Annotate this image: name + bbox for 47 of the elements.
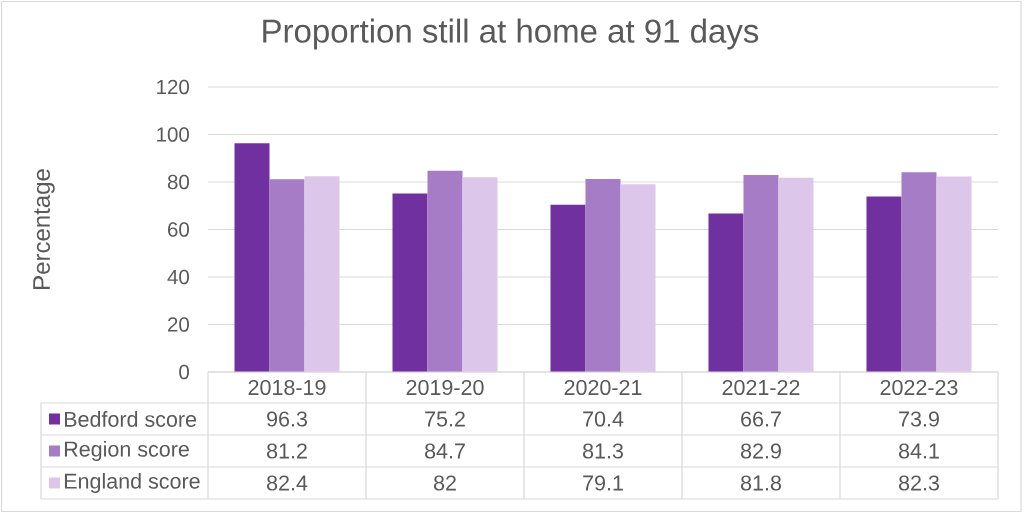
data-label: 81.2 [267, 443, 307, 459]
data-label: 66.7 [741, 411, 781, 427]
y-tick-label: 80 [167, 174, 189, 190]
legend-label: Region score [64, 440, 189, 462]
data-label: 82 [433, 475, 456, 491]
x-tick-label: 2018-19 [248, 379, 326, 396]
bar [866, 196, 902, 372]
x-tick-label: 2022-23 [880, 379, 958, 396]
data-label: 82.3 [899, 475, 939, 491]
y-tick-label: 120 [157, 79, 189, 95]
data-label: 84.1 [899, 443, 939, 459]
data-label: 82.4 [267, 475, 308, 491]
bar [585, 178, 621, 372]
bar [778, 177, 814, 372]
bar [234, 143, 270, 372]
data-label: 75.2 [425, 411, 465, 427]
bar [743, 175, 779, 372]
y-tick-label: 40 [167, 269, 189, 285]
bar [462, 177, 498, 372]
y-axis-title: Percentage [33, 169, 55, 289]
y-tick-label: 60 [168, 222, 189, 237]
y-tick-label: 0 [179, 364, 190, 380]
bar [550, 204, 586, 372]
data-label: 81.8 [741, 475, 781, 491]
bar [901, 172, 937, 372]
data-label: 79.1 [583, 475, 623, 491]
chart-title: Proportion still at home at 91 days [263, 18, 759, 50]
bar [304, 176, 340, 372]
bar [708, 213, 744, 372]
bar [427, 170, 463, 372]
bar [620, 184, 656, 372]
data-label: 84.7 [425, 443, 465, 459]
legend-label: England score [64, 472, 200, 494]
bar [392, 193, 428, 372]
data-label: 81.3 [583, 443, 623, 459]
x-tick-label: 2021-22 [722, 379, 800, 396]
data-label: 96.3 [267, 411, 307, 427]
data-label: 73.9 [899, 411, 939, 427]
data-label: 82.9 [741, 443, 781, 459]
x-tick-label: 2020-21 [564, 379, 642, 396]
bar [936, 176, 972, 372]
data-label: 70.4 [583, 411, 624, 427]
y-tick-label: 100 [157, 127, 189, 142]
x-tick-label: 2019-20 [406, 379, 484, 396]
bar [269, 179, 305, 372]
y-tick-label: 20 [168, 317, 189, 332]
legend-label: Bedford score [64, 411, 197, 427]
